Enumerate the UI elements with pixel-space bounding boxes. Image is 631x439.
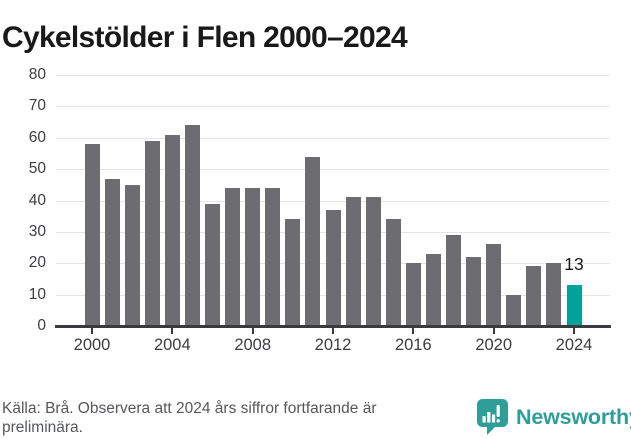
bar-2006	[205, 203, 220, 326]
x-tick-2012	[332, 327, 334, 334]
bar-2013	[345, 197, 361, 326]
x-tick-label-2012: 2012	[314, 336, 352, 354]
bar-2014	[365, 197, 381, 326]
y-tick-label-70: 70	[28, 97, 46, 115]
bar-2005	[184, 125, 200, 326]
gridline-80	[56, 75, 610, 76]
bar-2004	[164, 134, 180, 326]
gridline-60	[56, 137, 610, 139]
bar-2024	[566, 285, 582, 326]
gridline-70	[56, 106, 610, 108]
bar-2023	[546, 263, 562, 327]
bar-2000	[84, 144, 100, 326]
y-tick-label-60: 60	[28, 128, 46, 146]
bar-2019	[466, 257, 482, 326]
bar-2018	[446, 235, 461, 326]
x-tick-2016	[412, 327, 415, 334]
brand-name: Newsworthy	[516, 404, 631, 429]
bar-2007	[225, 187, 241, 326]
chart-title: Cykelstölder i Flen 2000–2024	[2, 21, 408, 55]
bar-2002	[124, 184, 140, 326]
gridline-50	[56, 169, 610, 171]
bar-2003	[144, 140, 160, 326]
bar-2020	[486, 244, 502, 326]
y-tick-label-20: 20	[28, 254, 46, 272]
newsworthy-logo: Newsworthy	[477, 399, 631, 435]
x-tick-label-2004: 2004	[153, 336, 191, 354]
y-tick-label-30: 30	[28, 222, 46, 240]
x-tick-label-2016: 2016	[394, 336, 432, 354]
y-tick-label-10: 10	[28, 285, 46, 303]
y-tick-label-40: 40	[28, 191, 46, 209]
x-tick-2020	[492, 327, 495, 334]
bar-2012	[325, 209, 341, 326]
x-tick-label-2020: 2020	[475, 336, 513, 354]
bar-2016	[405, 263, 421, 327]
bar-2008	[245, 187, 261, 326]
x-axis-line	[55, 324, 611, 328]
bar-2021	[506, 294, 522, 326]
x-tick-label-2008: 2008	[234, 336, 272, 354]
x-tick-2024	[573, 327, 575, 334]
y-tick-label-80: 80	[28, 66, 46, 83]
x-tick-2008	[251, 327, 254, 334]
x-tick-label-2000: 2000	[73, 336, 111, 354]
bar-2022	[526, 266, 542, 326]
x-tick-2004	[171, 327, 174, 334]
gridline-40	[56, 200, 610, 202]
bar-2011	[305, 156, 321, 326]
x-tick-2000	[91, 327, 93, 334]
bar-2001	[104, 178, 120, 326]
bar-2009	[265, 187, 281, 326]
y-tick-label-0: 0	[37, 317, 46, 334]
bar-chart-speech-bubble-icon	[477, 399, 508, 435]
bar-2010	[285, 219, 301, 326]
y-tick-label-50: 50	[28, 160, 46, 178]
x-tick-label-2024: 2024	[555, 336, 593, 354]
bar-2017	[425, 253, 441, 326]
source-note: Källa: Brå. Observera att 2024 års siffr…	[2, 400, 377, 437]
highlight-value-label: 13	[564, 254, 584, 275]
bar-2015	[385, 219, 401, 326]
